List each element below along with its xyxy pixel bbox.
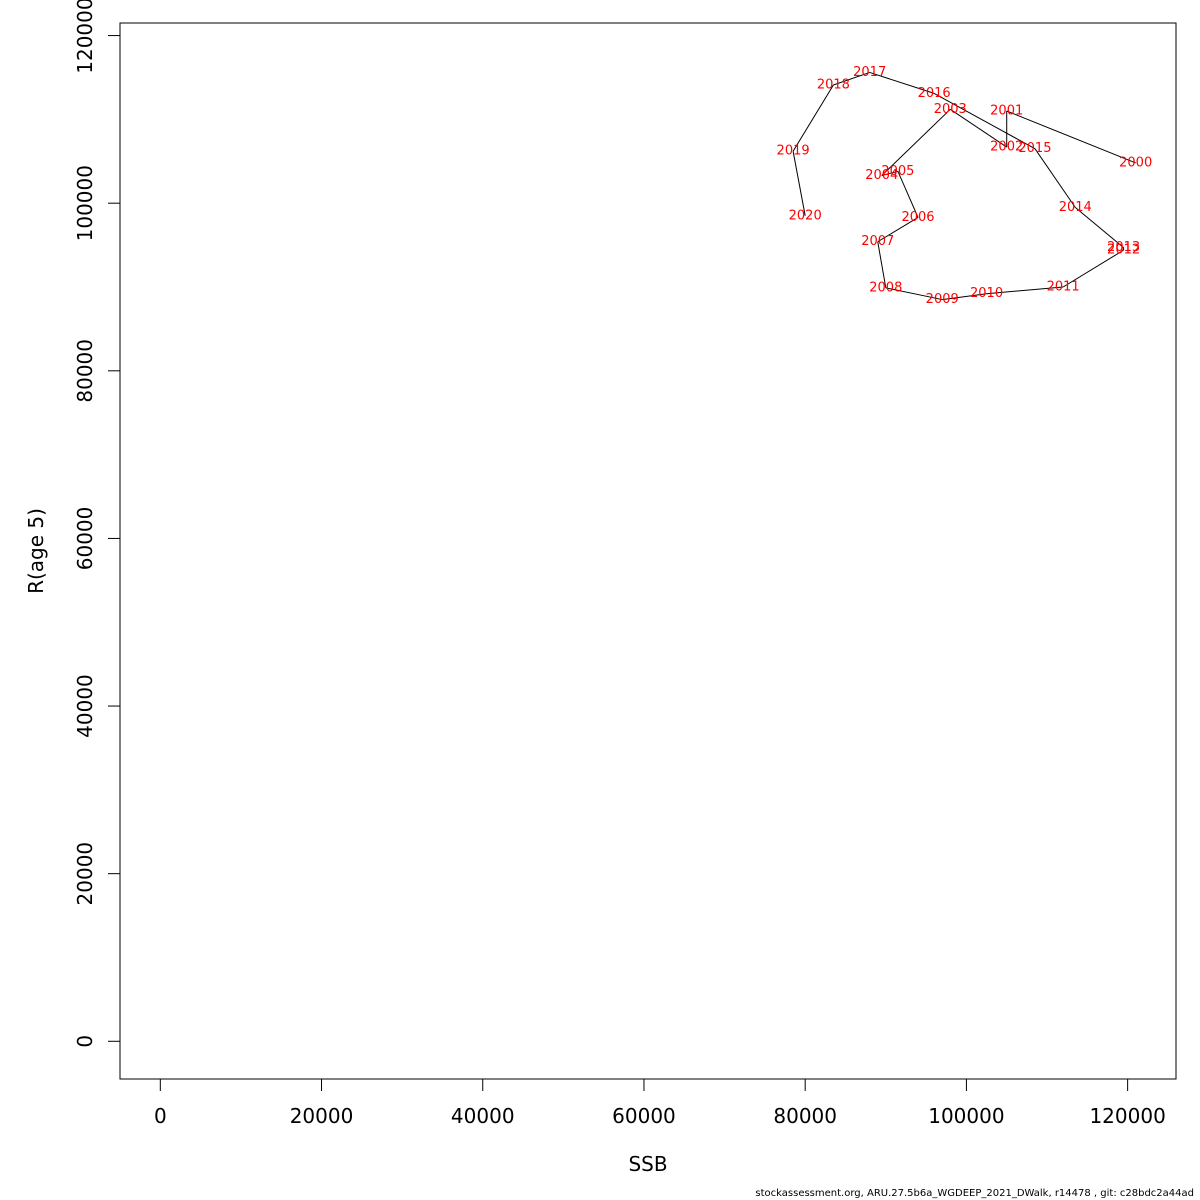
x-tick-label: 60000 (612, 1104, 676, 1128)
series-segment (885, 287, 943, 301)
point-label-2011: 2011 (1047, 280, 1080, 295)
series-segment (933, 92, 1036, 150)
point-label-2002: 2002 (990, 140, 1023, 155)
x-tick-label: 40000 (451, 1104, 515, 1128)
series-segment (1062, 249, 1124, 288)
series-segment (869, 71, 935, 94)
series-segment (1074, 206, 1124, 248)
point-label-2017: 2017 (853, 65, 886, 80)
point-label-2009: 2009 (926, 292, 959, 307)
series-segment (881, 170, 899, 177)
series-segment (897, 171, 919, 218)
x-tick-label: 120000 (1089, 1104, 1165, 1128)
y-tick-label: 120000 (73, 0, 97, 74)
point-label-2008: 2008 (869, 280, 902, 295)
point-label-2005: 2005 (881, 164, 914, 179)
point-label-2016: 2016 (918, 86, 951, 101)
point-label-2001: 2001 (990, 104, 1023, 119)
point-label-2000: 2000 (1119, 155, 1152, 170)
series-segment (986, 286, 1064, 295)
series-segment (950, 108, 1007, 148)
y-axis: 0 20000 40000 60000 80000 100000 120000 (73, 0, 121, 1048)
point-label-2004: 2004 (865, 168, 898, 183)
x-tick-label: 80000 (773, 1104, 837, 1128)
point-label-2015: 2015 (1018, 141, 1051, 156)
series-segment (1006, 110, 1136, 164)
x-tick-label: 100000 (928, 1104, 1004, 1128)
point-label-2012: 2012 (1107, 243, 1140, 258)
x-tick-label: 20000 (290, 1104, 354, 1128)
series-segment (877, 217, 919, 243)
plot-box (119, 22, 1177, 1080)
point-label-2010: 2010 (970, 286, 1003, 301)
x-axis-title: SSB (628, 1152, 667, 1176)
point-label-2003: 2003 (934, 102, 967, 117)
series-segment (942, 293, 987, 301)
y-tick-label: 40000 (73, 674, 97, 738)
footer-credit: stockassessment.org, ARU.27.5b6a_WGDEEP_… (755, 1188, 1194, 1199)
y-tick-label: 100000 (73, 165, 97, 241)
y-tick-label: 60000 (73, 507, 97, 571)
y-tick-label: 20000 (73, 842, 97, 906)
point-label-2007: 2007 (861, 234, 894, 249)
y-tick-label: 80000 (73, 339, 97, 403)
point-label-2014: 2014 (1059, 200, 1092, 215)
point-label-2006: 2006 (901, 210, 934, 225)
point-label-2020: 2020 (789, 208, 822, 223)
series-segment (877, 241, 887, 288)
point-label-2019: 2019 (777, 144, 810, 159)
series-segment (1034, 148, 1076, 208)
series-segment (833, 71, 870, 86)
y-axis-title: R(age 5) (24, 508, 48, 594)
x-tick-label: 0 (154, 1104, 167, 1128)
series-segment (881, 108, 951, 176)
y-tick-label: 0 (73, 1035, 97, 1048)
series-segment (792, 84, 834, 152)
series-segment (792, 151, 806, 216)
point-label-2018: 2018 (817, 78, 850, 93)
x-axis: 0 20000 40000 60000 80000 100000 120000 (154, 1078, 1166, 1128)
series-path (792, 71, 1136, 301)
point-label-2013: 2013 (1107, 240, 1140, 255)
